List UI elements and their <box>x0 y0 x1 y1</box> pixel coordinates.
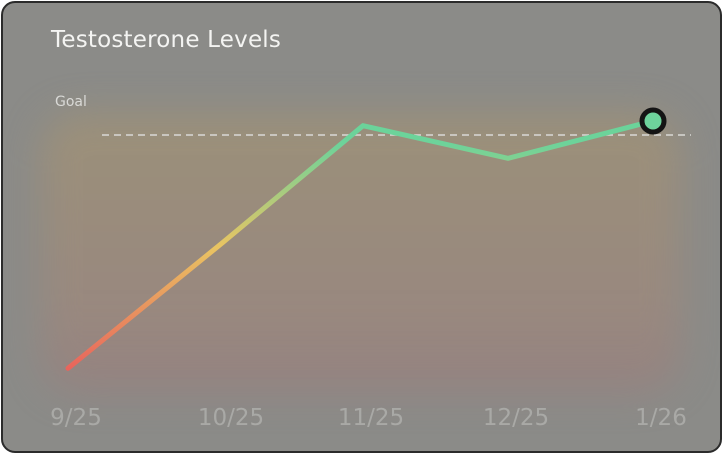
chart-background-glow <box>41 113 681 393</box>
card-title: Testosterone Levels <box>51 27 282 53</box>
series-group <box>65 107 667 371</box>
x-axis-label: 9/25 <box>50 405 102 431</box>
x-axis-label: 12/25 <box>482 405 550 431</box>
x-axis-label: 1/26 <box>635 405 687 431</box>
series-line <box>65 118 656 371</box>
x-axis-label: 11/25 <box>337 405 405 431</box>
line-chart <box>65 107 691 371</box>
latest-point-marker[interactable] <box>639 107 667 135</box>
goal-label: Goal <box>55 94 87 110</box>
x-axis-label: 10/25 <box>197 405 265 431</box>
